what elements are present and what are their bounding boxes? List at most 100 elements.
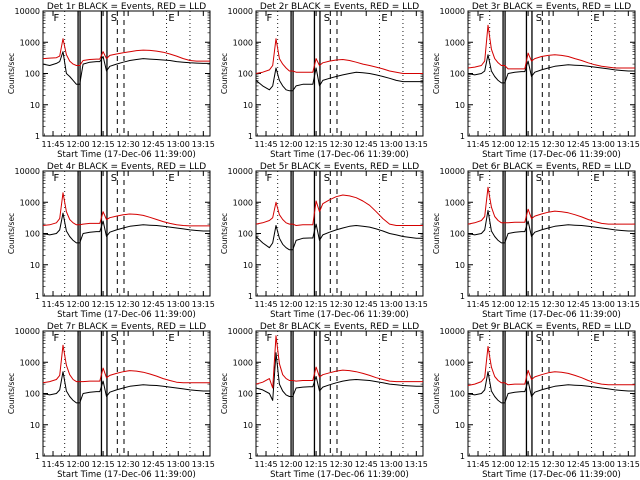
y-tick-label: 1000: [233, 198, 253, 207]
marker-letter: F: [53, 173, 59, 184]
series-line-lld: [255, 335, 423, 389]
x-tick-label: 12:45: [567, 140, 590, 149]
y-tick-label: 10: [30, 421, 40, 430]
x-tick-label: 12:00: [280, 140, 303, 149]
y-tick-label: 1: [248, 452, 253, 461]
x-tick-label: 11:45: [466, 300, 489, 309]
x-tick-label: 12:00: [67, 140, 90, 149]
y-tick-label: 10000: [440, 167, 465, 176]
marker-letter: F: [266, 333, 272, 344]
marker-letter: E: [168, 13, 174, 24]
panel-title: Det 9r BLACK = Events, RED = LLD: [472, 322, 631, 332]
axes-frame: [42, 10, 211, 137]
y-axis-title: Counts/sec: [220, 53, 229, 94]
x-tick-label: 12:30: [117, 460, 140, 469]
y-tick-label: 10000: [228, 327, 253, 336]
y-axis-title: Counts/sec: [7, 213, 16, 254]
panel-9: Det 9r BLACK = Events, RED = LLD 1 10 100 10…: [432, 322, 640, 480]
y-tick-label: 1000: [20, 198, 40, 207]
x-tick-label: 13:00: [167, 460, 190, 469]
y-tick-label: 1000: [233, 358, 253, 367]
series-line-lld: [467, 24, 635, 70]
y-tick-label: 100: [238, 70, 253, 79]
x-tick-label: 11:45: [41, 460, 64, 469]
series-line-lld: [467, 346, 635, 386]
x-tick-label: 13:00: [592, 300, 615, 309]
y-tick-label: 1: [248, 292, 253, 301]
marker-letter: F: [266, 173, 272, 184]
x-tick-label: 12:15: [305, 140, 328, 149]
marker-letter: F: [266, 13, 272, 24]
y-tick-label: 10000: [15, 167, 40, 176]
axes-frame: [255, 170, 424, 297]
x-tick-label: 12:00: [492, 460, 515, 469]
x-axis-title: Start Time (17-Dec-06 11:39:00): [482, 470, 621, 480]
x-tick-label: 12:30: [330, 460, 353, 469]
y-tick-label: 1: [35, 292, 40, 301]
y-tick-label: 1: [460, 452, 465, 461]
x-tick-label: 12:15: [517, 140, 540, 149]
x-tick-label: 12:15: [92, 300, 115, 309]
x-tick-label: 12:45: [567, 460, 590, 469]
x-tick-label: 12:30: [117, 140, 140, 149]
y-axis-title: Counts/sec: [7, 53, 16, 94]
marker-letter: E: [381, 13, 387, 24]
y-tick-label: 10000: [440, 327, 465, 336]
marker-letter: S: [111, 173, 117, 184]
x-tick-label: 13:00: [380, 460, 403, 469]
series-line-events: [255, 352, 423, 401]
x-tick-label: 13:00: [380, 140, 403, 149]
y-tick-label: 10: [455, 101, 465, 110]
axes-frame: [255, 330, 424, 457]
panel-title: Det 5r BLACK = Events, RED = LLD: [260, 162, 419, 172]
panel-8: Det 8r BLACK = Events, RED = LLD 1 10 100 10…: [220, 322, 428, 480]
y-tick-label: 10000: [15, 7, 40, 16]
x-tick-label: 12:30: [542, 140, 565, 149]
x-tick-label: 13:00: [592, 140, 615, 149]
series-line-events: [255, 67, 423, 92]
y-tick-label: 10000: [228, 167, 253, 176]
x-tick-label: 11:45: [254, 460, 277, 469]
x-tick-label: 13:15: [405, 140, 428, 149]
marker-letter: S: [536, 333, 542, 344]
y-tick-label: 100: [25, 390, 40, 399]
x-tick-label: 13:15: [192, 140, 215, 149]
y-tick-label: 100: [25, 230, 40, 239]
y-tick-label: 1: [460, 132, 465, 141]
y-tick-label: 10: [243, 101, 253, 110]
marker-letter: F: [478, 13, 484, 24]
x-axis-title: Start Time (17-Dec-06 11:39:00): [270, 150, 409, 160]
marker-letter: E: [593, 13, 599, 24]
x-tick-label: 12:30: [117, 300, 140, 309]
panel-2: Det 2r BLACK = Events, RED = LLD 1 10 100 10…: [220, 2, 428, 160]
series-line-events: [467, 371, 635, 404]
x-axis-title: Start Time (17-Dec-06 11:39:00): [482, 150, 621, 160]
series-line-lld: [42, 192, 210, 227]
x-tick-label: 13:00: [167, 300, 190, 309]
x-tick-label: 12:30: [330, 300, 353, 309]
x-tick-label: 12:30: [542, 460, 565, 469]
x-tick-label: 13:00: [380, 300, 403, 309]
y-tick-label: 10000: [15, 327, 40, 336]
series-line-events: [467, 209, 635, 244]
x-axis-title: Start Time (17-Dec-06 11:39:00): [270, 470, 409, 480]
x-tick-label: 11:45: [466, 460, 489, 469]
series-line-events: [467, 54, 635, 84]
marker-letter: E: [593, 173, 599, 184]
marker-letter: E: [168, 333, 174, 344]
y-tick-label: 100: [25, 70, 40, 79]
y-tick-label: 1000: [20, 358, 40, 367]
y-axis-title: Counts/sec: [432, 53, 441, 94]
marker-letter: S: [536, 13, 542, 24]
marker-letter: F: [478, 333, 484, 344]
panel-title: Det 3r BLACK = Events, RED = LLD: [472, 2, 631, 12]
series-line-events: [42, 371, 210, 404]
x-tick-label: 12:45: [355, 460, 378, 469]
x-tick-label: 12:15: [517, 460, 540, 469]
x-tick-label: 12:45: [567, 300, 590, 309]
y-tick-label: 10000: [228, 7, 253, 16]
x-tick-label: 12:45: [355, 140, 378, 149]
y-tick-label: 10: [30, 261, 40, 270]
series-line-events: [42, 212, 210, 244]
